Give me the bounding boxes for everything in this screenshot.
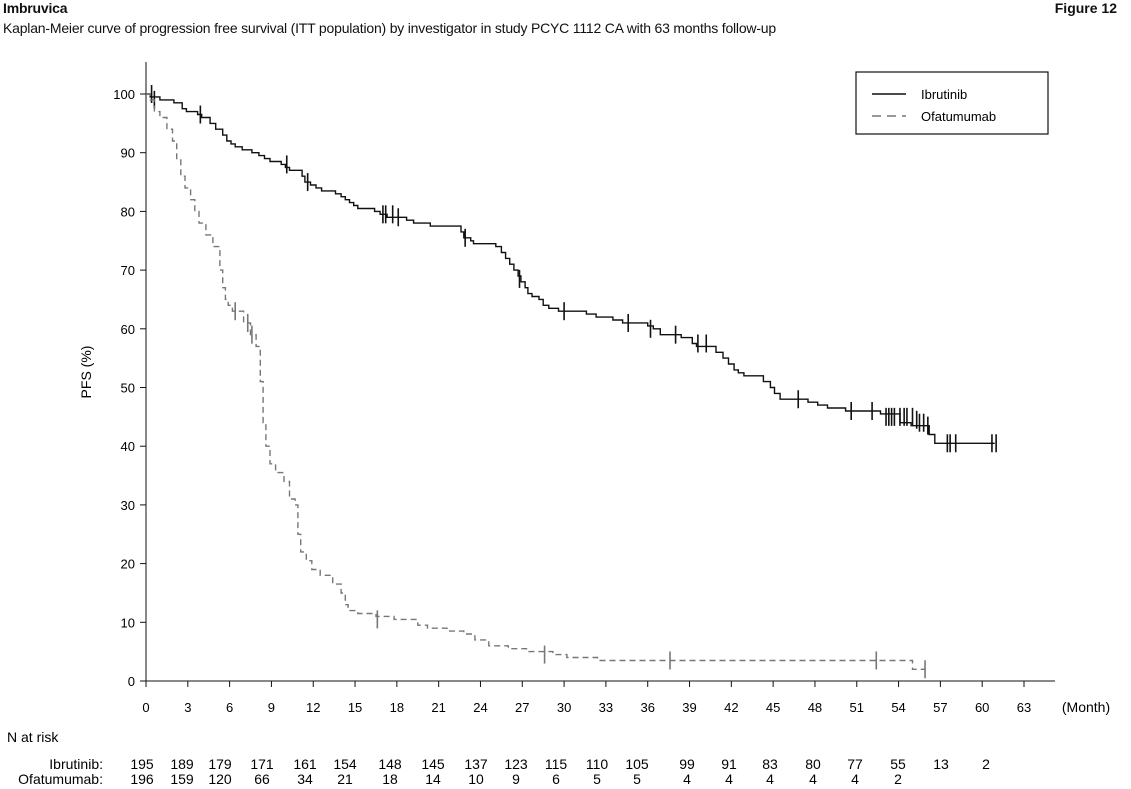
- risk-count: 115: [545, 756, 568, 772]
- x-tick-label: 45: [766, 700, 780, 715]
- x-tick-label: 57: [933, 700, 947, 715]
- risk-count: 14: [425, 771, 441, 787]
- risk-count: 105: [625, 756, 649, 772]
- risk-count: 195: [130, 756, 154, 772]
- risk-count: 4: [683, 771, 691, 787]
- risk-count: 13: [933, 756, 949, 772]
- survival-curves: [146, 85, 997, 679]
- y-tick-label: 10: [121, 615, 135, 630]
- risk-count: 120: [208, 771, 232, 787]
- risk-table-title: N at risk: [7, 729, 59, 745]
- x-tick-label: 0: [142, 700, 149, 715]
- x-tick-label: 21: [431, 700, 445, 715]
- risk-count: 77: [847, 756, 863, 772]
- x-tick-label: 54: [891, 700, 905, 715]
- y-tick-label: 0: [128, 674, 135, 689]
- risk-count: 6: [552, 771, 560, 787]
- risk-count: 5: [633, 771, 641, 787]
- x-tick-label: 18: [390, 700, 404, 715]
- risk-count: 196: [130, 771, 154, 787]
- risk-count: 110: [586, 756, 609, 772]
- risk-table: N at risk Ibrutinib: 195 189 179 171 161 154 14…: [7, 729, 990, 787]
- x-tick-label: 15: [348, 700, 362, 715]
- legend: Ibrutinib Ofatumumab: [855, 71, 1049, 135]
- x-tick-label: 24: [473, 700, 487, 715]
- risk-count: 154: [333, 756, 357, 772]
- risk-count: 99: [679, 756, 695, 772]
- y-tick-label: 60: [121, 322, 135, 337]
- y-tick-label: 100: [113, 87, 135, 102]
- series-line-ofatumumab: [146, 93, 926, 670]
- risk-row-label: Ofatumumab:: [18, 771, 103, 787]
- x-tick-label: 36: [640, 700, 654, 715]
- risk-count: 148: [378, 756, 402, 772]
- x-tick-label: 42: [724, 700, 738, 715]
- legend-box: [855, 71, 1049, 135]
- x-tick-label: 9: [268, 700, 275, 715]
- x-tick-label: 33: [599, 700, 613, 715]
- risk-count: 189: [170, 756, 194, 772]
- risk-count: 123: [504, 756, 528, 772]
- risk-count: 10: [468, 771, 484, 787]
- y-tick-label: 20: [121, 557, 135, 572]
- legend-label-ofatumumab: Ofatumumab: [921, 109, 996, 124]
- risk-count: 5: [593, 771, 601, 787]
- risk-count: 4: [851, 771, 859, 787]
- x-tick-label: 3: [184, 700, 191, 715]
- risk-count: 91: [721, 756, 737, 772]
- risk-count: 2: [894, 771, 902, 787]
- risk-count: 21: [337, 771, 353, 787]
- risk-count: 161: [293, 756, 317, 772]
- x-tick-label: 63: [1017, 700, 1031, 715]
- risk-count: 66: [254, 771, 270, 787]
- risk-count: 179: [208, 756, 232, 772]
- risk-count: 171: [250, 756, 274, 772]
- figure-label: Figure 12: [1054, 0, 1117, 16]
- risk-count: 9: [512, 771, 520, 787]
- risk-count: 159: [170, 771, 194, 787]
- x-tick-label: 27: [515, 700, 529, 715]
- x-tick-label: 39: [682, 700, 696, 715]
- risk-count: 137: [464, 756, 488, 772]
- y-tick-label: 50: [121, 381, 135, 396]
- risk-count: 18: [382, 771, 398, 787]
- x-tick-label: 60: [975, 700, 989, 715]
- x-axis-label: (Month): [1062, 699, 1110, 715]
- risk-count: 4: [809, 771, 817, 787]
- risk-count: 4: [725, 771, 733, 787]
- y-tick-label: 90: [121, 146, 135, 161]
- risk-count: 4: [766, 771, 774, 787]
- risk-count: 145: [421, 756, 445, 772]
- y-tick-label: 80: [121, 204, 135, 219]
- risk-row-label: Ibrutinib:: [49, 756, 103, 772]
- y-tick-label: 70: [121, 263, 135, 278]
- risk-count: 83: [762, 756, 778, 772]
- x-tick-label: 12: [306, 700, 320, 715]
- risk-count: 55: [890, 756, 906, 772]
- y-tick-label: 40: [121, 439, 135, 454]
- figure-subtitle: Kaplan-Meier curve of progression free s…: [3, 20, 776, 36]
- x-tick-label: 48: [808, 700, 822, 715]
- y-tick-label: 30: [121, 498, 135, 513]
- risk-count: 2: [982, 756, 990, 772]
- risk-count: 80: [805, 756, 821, 772]
- x-tick-label: 30: [557, 700, 571, 715]
- legend-label-ibrutinib: Ibrutinib: [921, 87, 967, 102]
- x-tick-label: 6: [226, 700, 233, 715]
- x-tick-label: 51: [850, 700, 864, 715]
- document-title: Imbruvica: [3, 0, 68, 16]
- series-line-ibrutinib: [146, 93, 995, 444]
- risk-count: 34: [297, 771, 313, 787]
- y-axis-label: PFS (%): [78, 346, 94, 399]
